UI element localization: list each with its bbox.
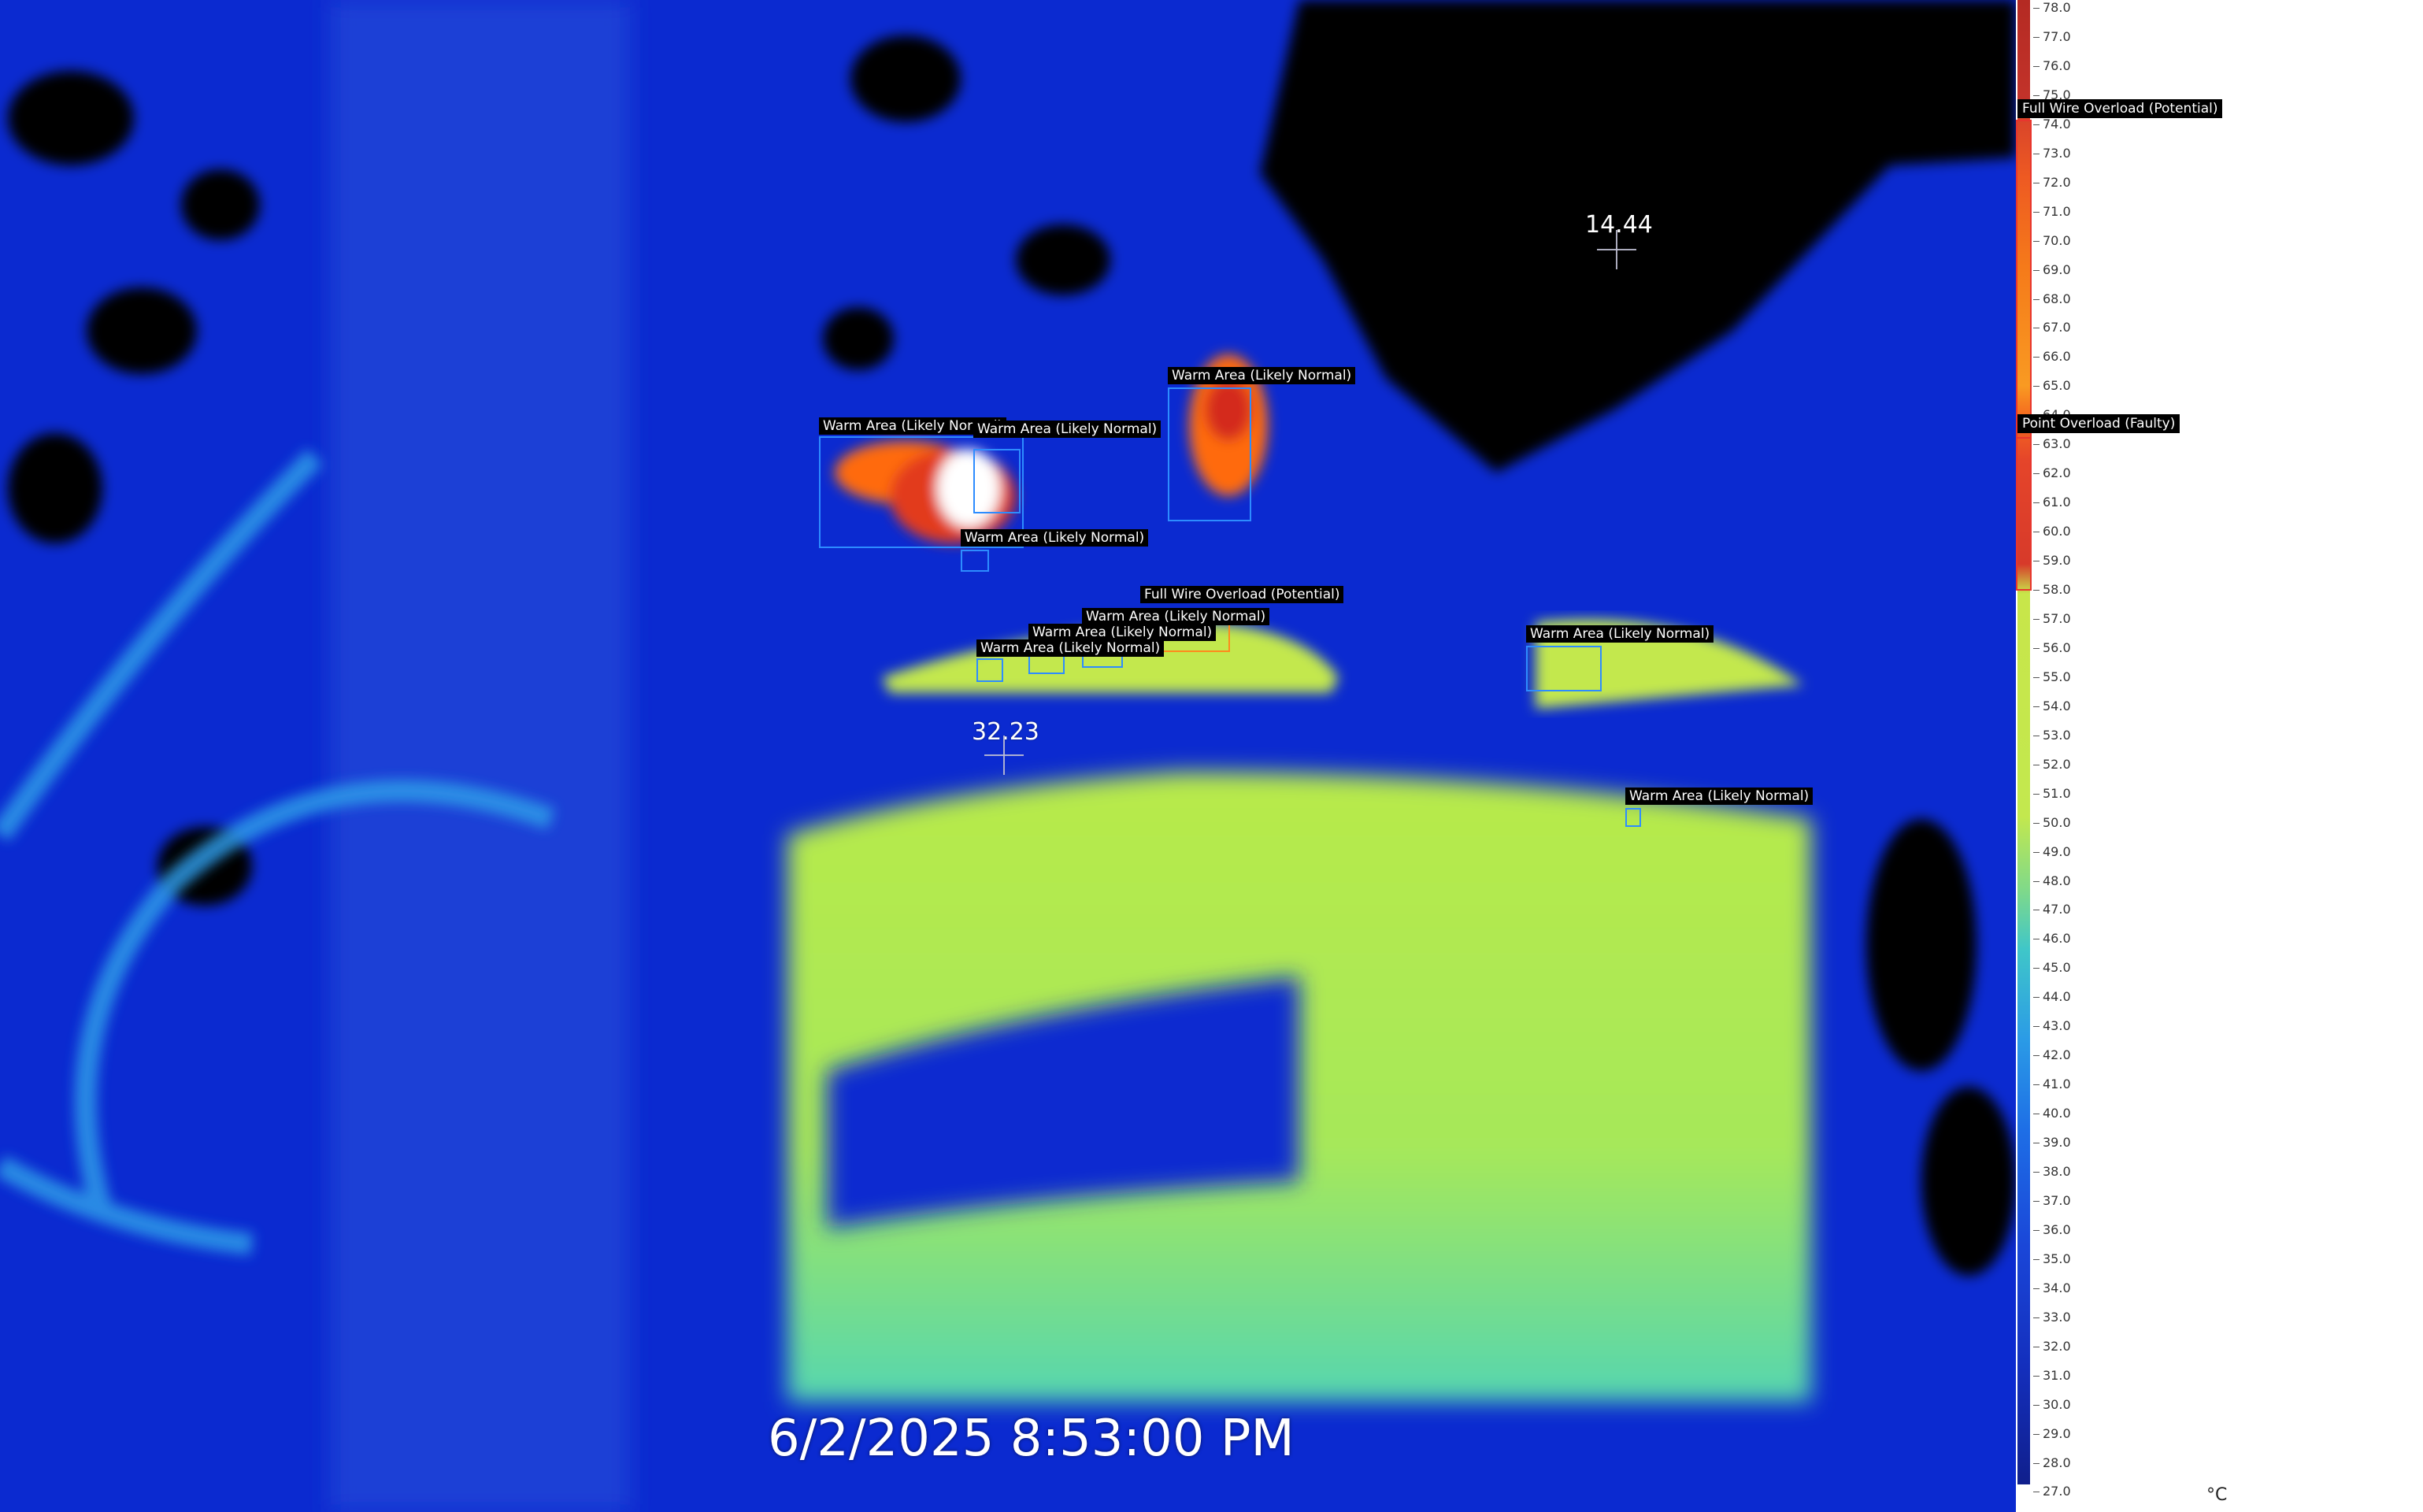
- detection-box[interactable]: [976, 658, 1003, 682]
- scale-tick: 69.0: [2033, 262, 2071, 278]
- detection-box[interactable]: [961, 550, 989, 572]
- scale-unit: °C: [2206, 1485, 2228, 1505]
- scale-tick: 35.0: [2033, 1251, 2071, 1267]
- threshold-label: Point Overload (Faulty): [2017, 414, 2180, 433]
- thermal-image-view: Warm Area (Likely Normal) Warm Area (Lik…: [0, 0, 2016, 1512]
- scale-tick: 40.0: [2033, 1106, 2071, 1121]
- thermal-image: [0, 0, 2016, 1512]
- scale-tick: 71.0: [2033, 204, 2071, 220]
- detection-label: Warm Area (Likely Normal): [819, 417, 1007, 435]
- scale-tick: 67.0: [2033, 320, 2071, 335]
- scale-tick: 54.0: [2033, 699, 2071, 714]
- scale-tick: 31.0: [2033, 1368, 2071, 1384]
- scale-tick: 72.0: [2033, 175, 2071, 191]
- scale-tick: 29.0: [2033, 1426, 2071, 1442]
- scale-tick: 27.0: [2033, 1484, 2071, 1499]
- scale-tick: 78.0: [2033, 0, 2071, 16]
- scale-tick: 63.0: [2033, 436, 2071, 452]
- scale-tick: 52.0: [2033, 757, 2071, 773]
- scale-tick: 30.0: [2033, 1397, 2071, 1413]
- scale-tick: 68.0: [2033, 291, 2071, 307]
- scale-tick: 43.0: [2033, 1018, 2071, 1034]
- scale-tick: 51.0: [2033, 786, 2071, 802]
- detection-box[interactable]: [1168, 387, 1251, 521]
- capture-timestamp: 6/2/2025 8:53:00 PM: [768, 1410, 1295, 1468]
- scale-tick: 49.0: [2033, 844, 2071, 860]
- spot-temperature: 14.44: [1585, 211, 1653, 239]
- scale-tick: 57.0: [2033, 611, 2071, 627]
- scale-tick: 55.0: [2033, 669, 2071, 685]
- detection-label: Warm Area (Likely Normal): [976, 639, 1165, 657]
- threshold-marker: [2016, 437, 2032, 591]
- scale-tick: 76.0: [2033, 58, 2071, 74]
- scale-tick: 48.0: [2033, 873, 2071, 889]
- detection-label: Warm Area (Likely Normal): [1526, 625, 1714, 643]
- scale-tick: 53.0: [2033, 728, 2071, 743]
- scale-tick: 34.0: [2033, 1280, 2071, 1296]
- crosshair-icon: [1597, 230, 1636, 269]
- scale-tick: 47.0: [2033, 902, 2071, 917]
- spot-temperature: 32.23: [972, 718, 1039, 746]
- scale-tick: 33.0: [2033, 1310, 2071, 1325]
- color-bar: [2017, 0, 2030, 1484]
- detection-label: Warm Area (Likely Normal): [961, 529, 1149, 547]
- detection-box[interactable]: [1526, 646, 1602, 691]
- detection-label: Full Wire Overload (Potential): [1140, 586, 1344, 603]
- detection-label: Warm Area (Likely Normal): [1082, 608, 1270, 625]
- scale-tick: 62.0: [2033, 465, 2071, 481]
- scale-tick: 38.0: [2033, 1164, 2071, 1180]
- scale-tick: 75.0: [2033, 87, 2071, 103]
- scale-tick: 73.0: [2033, 146, 2071, 161]
- scale-tick: 39.0: [2033, 1135, 2071, 1151]
- scale-tick: 28.0: [2033, 1455, 2071, 1471]
- scale-tick: 65.0: [2033, 378, 2071, 394]
- detection-label: Warm Area (Likely Normal): [973, 421, 1161, 438]
- detection-label: Warm Area (Likely Normal): [1168, 367, 1356, 384]
- scale-tick: 59.0: [2033, 553, 2071, 569]
- detection-label: Warm Area (Likely Normal): [1625, 788, 1814, 805]
- scale-tick: 66.0: [2033, 349, 2071, 365]
- scale-tick: 42.0: [2033, 1047, 2071, 1063]
- threshold-label: Full Wire Overload (Potential): [2017, 99, 2223, 118]
- scale-tick: 46.0: [2033, 931, 2071, 947]
- detection-box[interactable]: [1625, 808, 1641, 827]
- scale-tick: 36.0: [2033, 1222, 2071, 1238]
- scale-tick: 58.0: [2033, 582, 2071, 598]
- scale-tick: 45.0: [2033, 960, 2071, 976]
- scale-tick: 44.0: [2033, 989, 2071, 1005]
- scale-tick: 61.0: [2033, 495, 2071, 510]
- scale-tick: 60.0: [2033, 524, 2071, 539]
- scale-tick: 77.0: [2033, 29, 2071, 45]
- crosshair-icon: [984, 736, 1024, 775]
- scale-tick: 37.0: [2033, 1193, 2071, 1209]
- scale-tick: 74.0: [2033, 117, 2071, 132]
- scale-tick: 41.0: [2033, 1077, 2071, 1092]
- temperature-scale: 78.0 77.0 76.0 75.0 74.0 73.0 72.0 71.0 70.0 69.0…: [2016, 0, 2423, 1512]
- detection-box[interactable]: [973, 449, 1021, 513]
- scale-tick: 50.0: [2033, 815, 2071, 831]
- detection-label: Warm Area (Likely Normal): [1028, 624, 1217, 641]
- scale-tick: 56.0: [2033, 640, 2071, 656]
- detection-box[interactable]: [819, 436, 1024, 548]
- scale-tick: 32.0: [2033, 1339, 2071, 1354]
- scale-tick: 70.0: [2033, 233, 2071, 249]
